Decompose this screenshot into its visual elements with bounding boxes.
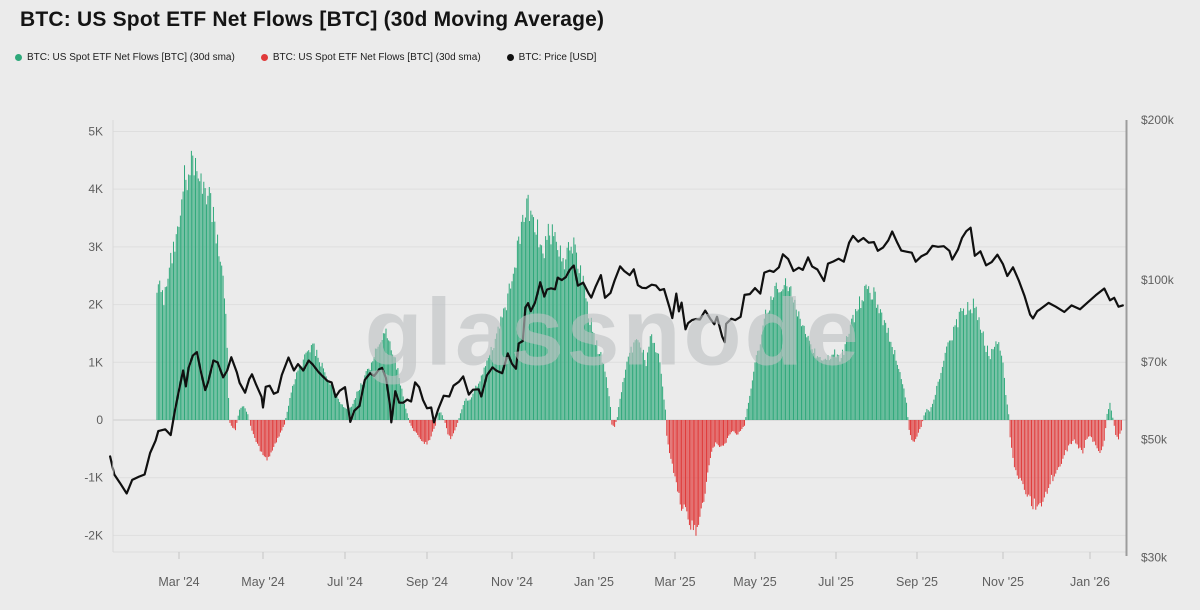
svg-text:Jan '25: Jan '25	[574, 575, 614, 589]
svg-text:0: 0	[96, 413, 103, 427]
svg-text:3K: 3K	[88, 240, 103, 254]
legend-item-price[interactable]: BTC: Price [USD]	[506, 52, 597, 63]
legend-label: BTC: US Spot ETF Net Flows [BTC] (30d sm…	[272, 52, 481, 63]
svg-text:$70k: $70k	[1141, 355, 1168, 369]
right-axis-labels: $200k $100k $70k $50k $30k	[1141, 113, 1175, 564]
svg-text:5K: 5K	[88, 124, 103, 138]
legend: BTC: US Spot ETF Net Flows [BTC] (30d sm…	[15, 52, 622, 63]
svg-text:Jul '25: Jul '25	[818, 575, 854, 589]
svg-text:Sep '25: Sep '25	[896, 575, 938, 589]
svg-text:Mar '24: Mar '24	[158, 575, 199, 589]
green-dot-icon	[15, 54, 22, 61]
svg-text:$30k: $30k	[1141, 550, 1168, 564]
svg-text:Jul '24: Jul '24	[327, 575, 363, 589]
svg-text:Sep '24: Sep '24	[406, 575, 448, 589]
svg-text:Nov '24: Nov '24	[491, 575, 533, 589]
svg-text:4K: 4K	[88, 182, 103, 196]
svg-text:Jan '26: Jan '26	[1070, 575, 1110, 589]
svg-text:-1K: -1K	[84, 471, 103, 485]
price-line	[109, 226, 1124, 495]
svg-text:May '25: May '25	[733, 575, 776, 589]
svg-text:$50k: $50k	[1141, 433, 1168, 447]
svg-text:$200k: $200k	[1141, 113, 1175, 127]
legend-item-netflows-positive[interactable]: BTC: US Spot ETF Net Flows [BTC] (30d sm…	[15, 52, 235, 63]
red-dot-icon	[260, 54, 268, 61]
svg-text:$100k: $100k	[1141, 273, 1175, 287]
svg-text:May '24: May '24	[241, 575, 284, 589]
legend-label: BTC: Price [USD]	[518, 52, 597, 63]
legend-label: BTC: US Spot ETF Net Flows [BTC] (30d sm…	[27, 52, 235, 63]
black-dot-icon	[506, 54, 514, 61]
svg-text:Nov '25: Nov '25	[982, 575, 1024, 589]
svg-text:2K: 2K	[88, 298, 103, 312]
page-title: BTC: US Spot ETF Net Flows [BTC] (30d Mo…	[20, 8, 605, 31]
svg-text:Mar '25: Mar '25	[654, 575, 695, 589]
svg-text:1K: 1K	[88, 355, 103, 369]
x-axis-labels: Mar '24 May '24 Jul '24 Sep '24 Nov '24 Jan '…	[158, 552, 1110, 589]
svg-text:-2K: -2K	[84, 528, 103, 542]
legend-item-netflows-negative[interactable]: BTC: US Spot ETF Net Flows [BTC] (30d sm…	[260, 52, 481, 63]
axis-lines	[112, 120, 1128, 556]
left-axis-labels: 5K 4K 3K 2K 1K 0 -1K -2K	[84, 124, 103, 542]
netflow-bars	[156, 150, 1122, 536]
